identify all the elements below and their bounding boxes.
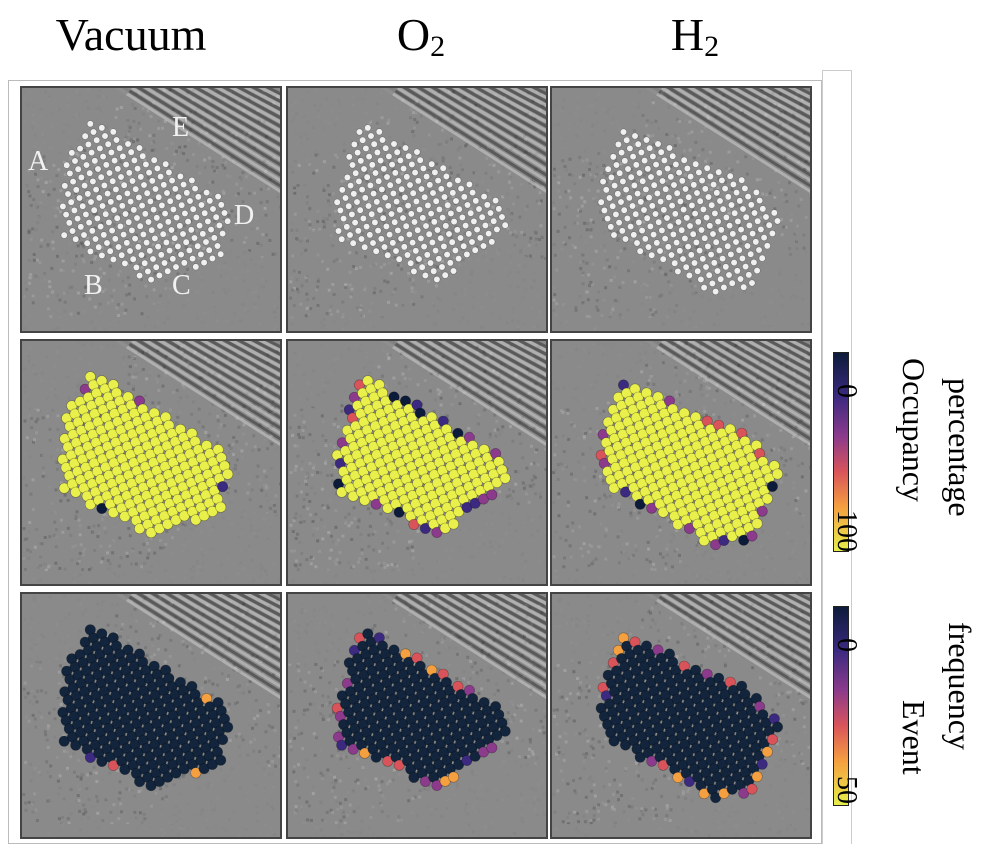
event-map <box>288 594 546 837</box>
facet-label-d: D <box>234 200 255 231</box>
facet-label-a: A <box>28 146 49 177</box>
event-map <box>552 594 810 837</box>
panel-vacuum-raw: A B C D E <box>20 86 282 333</box>
occupancy-map <box>552 341 810 584</box>
microscopy-image <box>288 88 546 331</box>
colorbar-event-min: 0 <box>831 638 862 652</box>
colorbar-frame <box>822 70 852 844</box>
panel-h2-occupancy <box>550 339 812 586</box>
colorbar-occupancy-label-line2: percentage <box>942 378 978 517</box>
facet-label-c: C <box>172 270 191 301</box>
occupancy-map <box>288 341 546 584</box>
panel-o2-raw <box>286 86 548 333</box>
colorbar-event-max: 50 <box>831 776 862 804</box>
panel-vacuum-events <box>20 592 282 839</box>
panel-o2-occupancy <box>286 339 548 586</box>
event-map <box>22 594 280 837</box>
panel-o2-events <box>286 592 548 839</box>
microscopy-image <box>552 88 810 331</box>
colorbar-occupancy-label-line1: Occupancy <box>896 358 932 502</box>
occupancy-map <box>22 341 280 584</box>
microscopy-image <box>22 88 280 331</box>
facet-label-b: B <box>84 270 103 301</box>
panel-h2-raw <box>550 86 812 333</box>
colorbar-occupancy-min: 0 <box>831 384 862 398</box>
colorbar-event-frequency <box>833 606 849 806</box>
panel-h2-events <box>550 592 812 839</box>
facet-label-e: E <box>172 112 190 143</box>
colorbar-event-label-line2: frequency <box>942 622 978 750</box>
column-title-vacuum: Vacuum <box>55 9 207 60</box>
column-title-h2: H2 <box>670 9 720 63</box>
column-title-o2: O2 <box>396 9 446 63</box>
colorbar-event-label-line1: Event <box>896 700 932 775</box>
panel-vacuum-occupancy <box>20 339 282 586</box>
colorbar-occupancy <box>833 352 849 552</box>
colorbar-occupancy-max: 100 <box>831 510 862 552</box>
